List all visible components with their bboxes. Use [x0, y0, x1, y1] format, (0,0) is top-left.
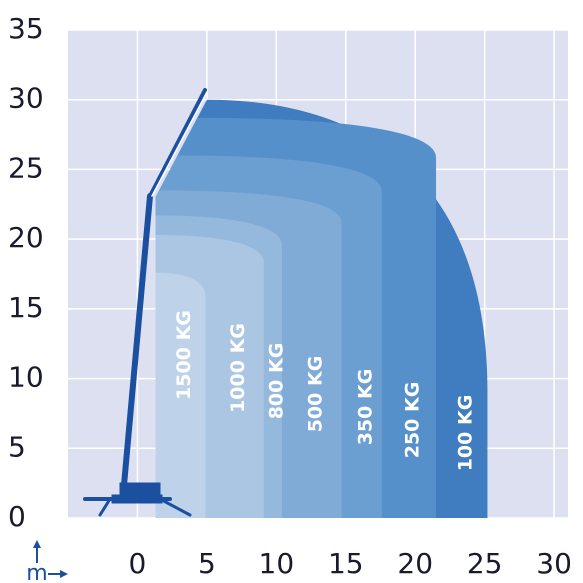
x-tick-label: 5 — [198, 547, 216, 580]
y-tick-label: 25 — [8, 151, 44, 184]
y-tick-label: 35 — [8, 12, 44, 45]
load-zone — [155, 272, 206, 518]
leg — [98, 497, 112, 517]
zone-label: 500 KG — [304, 356, 326, 433]
arrow-head — [33, 540, 41, 548]
arrow-head — [60, 570, 68, 578]
boom-lower — [121, 193, 153, 488]
zone-label: 350 KG — [354, 369, 376, 446]
boom-highlight — [151, 91, 208, 197]
x-tick-label: 0 — [129, 547, 147, 580]
crane — [83, 88, 208, 517]
y-tick-label: 30 — [8, 82, 44, 115]
x-tick-label: 10 — [259, 547, 295, 580]
zone-label: 250 KG — [401, 382, 423, 459]
x-tick-label: 20 — [397, 547, 433, 580]
y-tick-label: 5 — [8, 430, 26, 463]
y-tick-label: 20 — [8, 221, 44, 254]
zone-label: 800 KG — [265, 343, 287, 420]
leg — [158, 497, 192, 517]
zone-label: 1000 KG — [227, 323, 249, 413]
x-tick-label: 30 — [536, 547, 572, 580]
zone-label: 100 KG — [454, 395, 476, 472]
zone-label: 1500 KG — [173, 310, 195, 400]
y-tick-label: 15 — [8, 291, 44, 324]
unit-marker: m — [26, 540, 68, 583]
x-tick-label: 25 — [467, 547, 503, 580]
y-tick-label: 0 — [8, 500, 26, 533]
x-tick-label: 15 — [328, 547, 364, 580]
track — [111, 494, 163, 504]
boom-upper — [148, 88, 207, 198]
y-tick-label: 10 — [8, 361, 44, 394]
x-unit: m — [26, 561, 47, 583]
